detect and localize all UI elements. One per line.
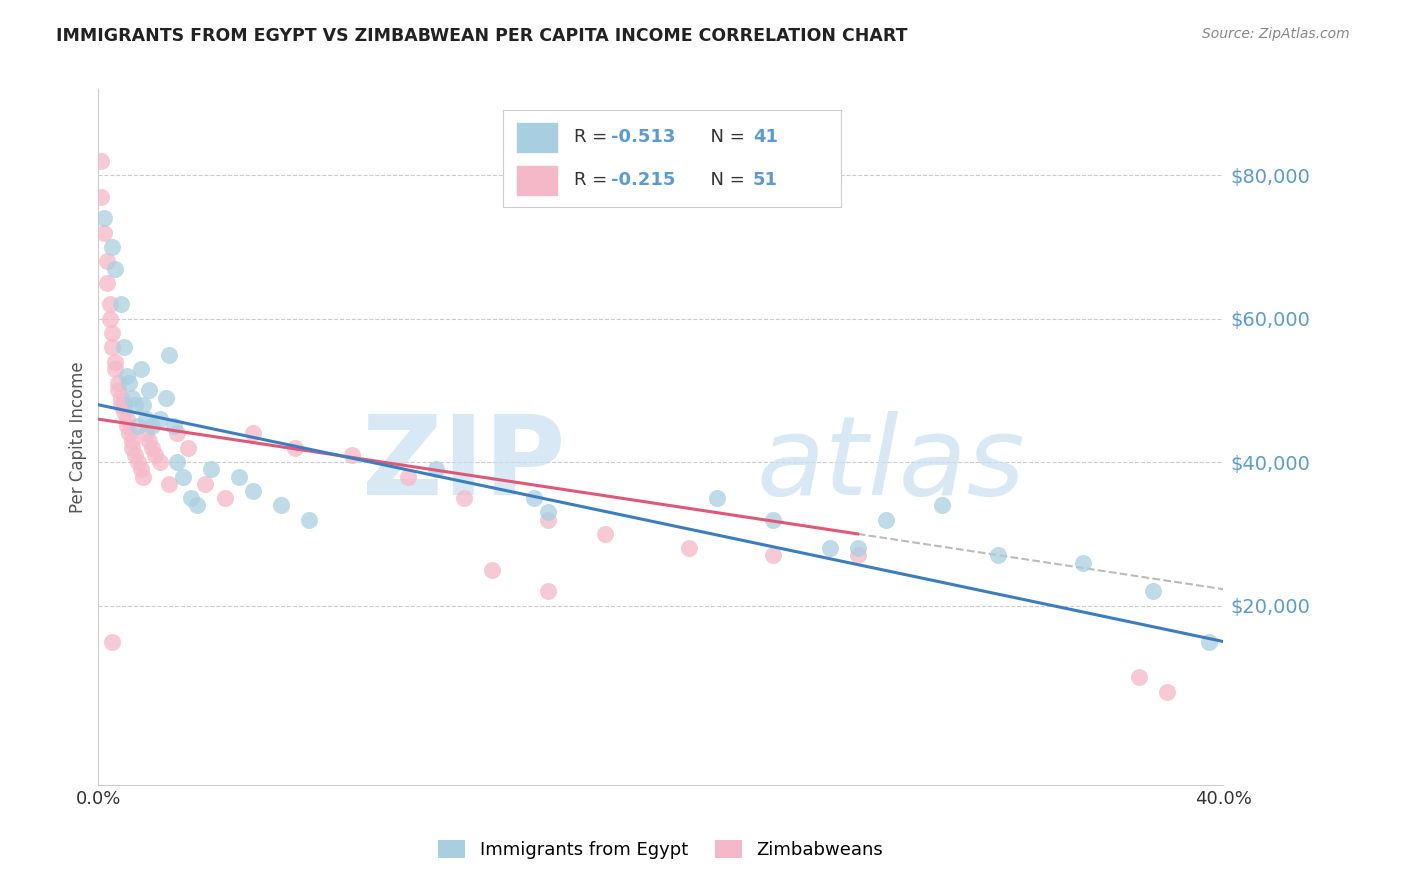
- Point: [875, 512, 897, 526]
- Point: [846, 541, 869, 556]
- Text: ZIP: ZIP: [361, 411, 565, 518]
- Point: [537, 584, 560, 599]
- Point: [138, 384, 160, 398]
- Point: [270, 498, 292, 512]
- Point: [523, 491, 546, 505]
- Point: [101, 326, 124, 340]
- Point: [121, 434, 143, 448]
- Point: [1156, 684, 1178, 698]
- Point: [425, 462, 447, 476]
- Y-axis label: Per Capita Income: Per Capita Income: [69, 361, 87, 513]
- Point: [141, 441, 163, 455]
- Point: [537, 512, 560, 526]
- Point: [340, 448, 363, 462]
- Point: [172, 469, 194, 483]
- Point: [593, 527, 616, 541]
- Point: [762, 549, 785, 563]
- Point: [112, 340, 135, 354]
- Text: IMMIGRANTS FROM EGYPT VS ZIMBABWEAN PER CAPITA INCOME CORRELATION CHART: IMMIGRANTS FROM EGYPT VS ZIMBABWEAN PER …: [56, 27, 908, 45]
- Point: [118, 426, 141, 441]
- Point: [186, 498, 208, 512]
- Point: [124, 398, 146, 412]
- Point: [127, 455, 149, 469]
- Point: [110, 398, 132, 412]
- Point: [298, 512, 321, 526]
- Point: [242, 483, 264, 498]
- Point: [135, 426, 157, 441]
- Point: [101, 634, 124, 648]
- Text: Source: ZipAtlas.com: Source: ZipAtlas.com: [1202, 27, 1350, 41]
- Point: [762, 512, 785, 526]
- Point: [124, 448, 146, 462]
- Point: [98, 297, 121, 311]
- Text: atlas: atlas: [756, 411, 1025, 518]
- Point: [818, 541, 841, 556]
- Point: [110, 297, 132, 311]
- Point: [141, 419, 163, 434]
- Point: [135, 412, 157, 426]
- Point: [129, 362, 152, 376]
- Point: [104, 362, 127, 376]
- Point: [138, 434, 160, 448]
- Point: [104, 261, 127, 276]
- Point: [157, 476, 180, 491]
- Point: [90, 153, 112, 168]
- Point: [107, 384, 129, 398]
- Point: [180, 491, 202, 505]
- Point: [1142, 584, 1164, 599]
- Point: [931, 498, 953, 512]
- Point: [163, 419, 186, 434]
- Point: [166, 455, 188, 469]
- Point: [453, 491, 475, 505]
- Point: [96, 254, 118, 268]
- Point: [115, 369, 138, 384]
- Point: [101, 240, 124, 254]
- Point: [118, 376, 141, 391]
- Point: [115, 419, 138, 434]
- Point: [200, 462, 222, 476]
- Point: [127, 419, 149, 434]
- Point: [242, 426, 264, 441]
- Point: [987, 549, 1010, 563]
- Point: [132, 469, 155, 483]
- Point: [1071, 556, 1094, 570]
- Point: [90, 190, 112, 204]
- Point: [678, 541, 700, 556]
- Point: [129, 462, 152, 476]
- Point: [177, 441, 200, 455]
- Point: [112, 405, 135, 419]
- Legend: Immigrants from Egypt, Zimbabweans: Immigrants from Egypt, Zimbabweans: [432, 832, 890, 866]
- Point: [121, 391, 143, 405]
- Point: [537, 505, 560, 519]
- Point: [112, 398, 135, 412]
- Point: [396, 469, 419, 483]
- Point: [96, 276, 118, 290]
- Point: [143, 448, 166, 462]
- Point: [149, 455, 172, 469]
- Point: [132, 398, 155, 412]
- Point: [101, 340, 124, 354]
- Point: [110, 391, 132, 405]
- Point: [481, 563, 503, 577]
- Point: [157, 348, 180, 362]
- Point: [1198, 634, 1220, 648]
- Point: [115, 412, 138, 426]
- Point: [107, 376, 129, 391]
- Point: [121, 441, 143, 455]
- Point: [93, 226, 115, 240]
- Point: [284, 441, 307, 455]
- Point: [93, 211, 115, 226]
- Point: [166, 426, 188, 441]
- Point: [228, 469, 250, 483]
- Point: [98, 311, 121, 326]
- Point: [706, 491, 728, 505]
- Point: [1128, 670, 1150, 684]
- Point: [214, 491, 236, 505]
- Point: [155, 391, 177, 405]
- Point: [846, 549, 869, 563]
- Point: [194, 476, 217, 491]
- Point: [104, 355, 127, 369]
- Point: [149, 412, 172, 426]
